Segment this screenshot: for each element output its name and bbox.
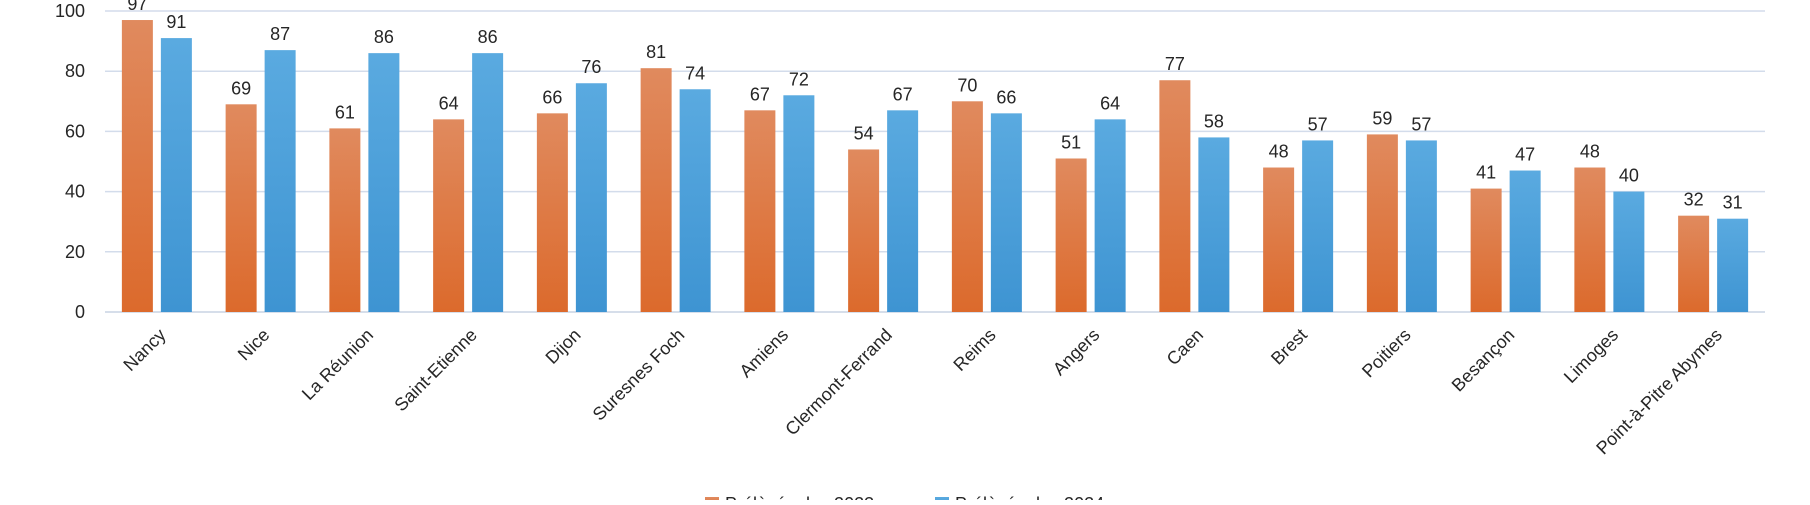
x-category-label: Suresnes Foch — [589, 325, 689, 425]
data-label: 97 — [127, 0, 147, 14]
data-label: 77 — [1165, 54, 1185, 74]
bar-2023 — [1574, 167, 1606, 312]
bar-2023 — [1263, 167, 1295, 312]
x-category-label: Angers — [1049, 325, 1103, 379]
data-label: 31 — [1723, 193, 1743, 213]
data-label: 86 — [374, 27, 394, 47]
data-label: 48 — [1269, 142, 1289, 162]
bar-2023 — [744, 110, 776, 312]
bar-2023 — [433, 119, 465, 312]
bar-2023 — [848, 149, 880, 312]
x-category-label: Reims — [949, 325, 999, 375]
data-labels: 97 91 69 87 61 86 64 86 66 76 81 74 67 72 54 67 70 66 51 64… — [127, 0, 1742, 213]
x-category-label: Amiens — [736, 325, 793, 382]
bar-2023 — [1470, 188, 1502, 312]
x-category-label: Brest — [1267, 325, 1311, 369]
bar-2024 — [990, 113, 1022, 312]
y-tick-label: 40 — [65, 182, 85, 202]
data-label: 40 — [1619, 166, 1639, 186]
data-label: 61 — [335, 102, 355, 122]
data-label: 58 — [1204, 111, 1224, 131]
x-category-label: Nice — [234, 325, 274, 365]
y-tick-label: 60 — [65, 121, 85, 141]
x-category-label: Besançon — [1448, 325, 1519, 396]
data-label: 76 — [581, 57, 601, 77]
bar-2023 — [329, 128, 361, 312]
bar-2023 — [536, 113, 568, 312]
bar-2024 — [887, 110, 919, 312]
x-category-label: Poitiers — [1358, 325, 1415, 382]
y-tick-label: 20 — [65, 242, 85, 262]
bar-2024 — [575, 83, 607, 313]
bar-2023 — [121, 20, 153, 313]
data-label: 64 — [439, 93, 459, 113]
data-label: 57 — [1308, 114, 1328, 134]
data-label: 54 — [854, 123, 874, 143]
y-tick-label: 100 — [55, 1, 85, 21]
data-label: 48 — [1580, 142, 1600, 162]
data-label: 59 — [1372, 108, 1392, 128]
bar-2024 — [1302, 140, 1334, 312]
bar-2024 — [368, 53, 400, 312]
data-label: 67 — [750, 84, 770, 104]
data-label: 69 — [231, 78, 251, 98]
legend-label: Prélèvés des 2023 — [725, 494, 874, 500]
y-tick-label: 0 — [75, 302, 85, 322]
bar-2024 — [679, 89, 711, 312]
data-label: 66 — [996, 87, 1016, 107]
data-label: 66 — [542, 87, 562, 107]
data-label: 91 — [166, 12, 186, 32]
bar-2024 — [264, 50, 296, 312]
data-label: 64 — [1100, 93, 1120, 113]
bar-2024 — [1613, 191, 1645, 312]
x-category-label: Nancy — [119, 325, 169, 375]
x-category-label: Limoges — [1560, 325, 1622, 387]
x-category-label: La Réunion — [298, 325, 377, 404]
data-label: 32 — [1684, 190, 1704, 210]
bar-2024 — [783, 95, 815, 312]
bar-2023 — [1055, 158, 1087, 312]
x-category-label: Dijon — [542, 325, 585, 368]
y-axis-tick-labels: 0 20 40 60 80 100 — [55, 1, 85, 322]
data-label: 70 — [957, 75, 977, 95]
data-label: 72 — [789, 69, 809, 89]
bar-2024 — [1717, 218, 1749, 312]
bar-2023 — [1678, 215, 1710, 312]
x-category-label: Clermont-Ferrand — [781, 325, 896, 440]
bar-2024 — [160, 38, 192, 313]
data-label: 74 — [685, 63, 705, 83]
data-label: 86 — [478, 27, 498, 47]
x-category-label: Caen — [1163, 325, 1208, 370]
x-axis-category-labels: Nancy Nice La Réunion Saint-Etienne Dijon Sur… — [119, 325, 1725, 459]
bar-2023 — [1159, 80, 1191, 312]
bar-2023 — [951, 101, 983, 312]
data-label: 57 — [1411, 114, 1431, 134]
bar-2024 — [1509, 170, 1541, 312]
legend: Prélèvés des 2023 Prélèvés des 2024 — [705, 494, 1104, 505]
x-category-label: Saint-Etienne — [390, 325, 481, 416]
bars — [121, 20, 1749, 313]
bar-2023 — [1366, 134, 1398, 312]
bar-2023 — [225, 104, 257, 312]
bar-2023 — [640, 68, 672, 312]
data-label: 47 — [1515, 145, 1535, 165]
data-label: 41 — [1476, 163, 1496, 183]
legend-label: Prélèvés des 2024 — [955, 494, 1104, 500]
data-label: 87 — [270, 24, 290, 44]
bar-2024 — [472, 53, 504, 312]
bar-2024 — [1094, 119, 1126, 312]
data-label: 81 — [646, 42, 666, 62]
y-tick-label: 80 — [65, 61, 85, 81]
bar-2024 — [1405, 140, 1437, 312]
data-label: 51 — [1061, 132, 1081, 152]
data-label: 67 — [893, 84, 913, 104]
bar-2024 — [1198, 137, 1230, 312]
